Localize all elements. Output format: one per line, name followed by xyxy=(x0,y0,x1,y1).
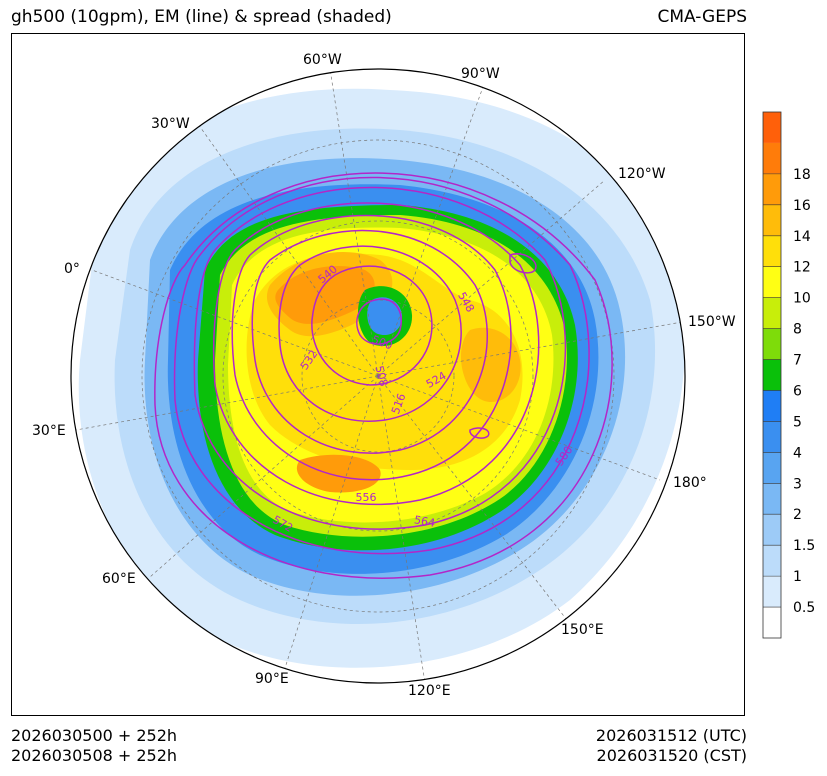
colorbar-label: 8 xyxy=(793,322,802,338)
colorbar-swatch xyxy=(763,359,781,391)
colorbar-label: 14 xyxy=(793,229,811,245)
contour-label: 508 xyxy=(372,364,390,388)
colorbar-label: 16 xyxy=(793,198,811,214)
colorbar-swatch xyxy=(763,514,781,546)
colorbar-swatch xyxy=(763,297,781,329)
colorbar-swatch xyxy=(763,112,781,143)
lon-label: 150°E xyxy=(561,622,604,638)
colorbar-label: 1.5 xyxy=(793,538,815,554)
colorbar-label: 0.5 xyxy=(793,600,815,616)
colorbar-label: 18 xyxy=(793,167,811,183)
lon-label: 90°E xyxy=(255,671,289,687)
contour-label: 556 xyxy=(356,491,377,504)
colorbar-swatch xyxy=(763,390,781,422)
colorbar-label: 3 xyxy=(793,476,802,492)
map-boundary xyxy=(70,68,686,684)
contour-label: 564 xyxy=(413,513,436,529)
valid-time-utc: 2026031512 (UTC) xyxy=(595,726,747,745)
spread-band-10 xyxy=(275,266,375,324)
lon-label: 0° xyxy=(64,261,80,277)
colorbar-label: 6 xyxy=(793,383,802,399)
colorbar-swatch xyxy=(763,328,781,360)
valid-time-cst: 2026031520 (CST) xyxy=(596,746,747,765)
colorbar-swatch xyxy=(763,235,781,267)
colorbar-swatch xyxy=(763,576,781,608)
spread-band-12 xyxy=(296,454,381,493)
lon-label: 120°W xyxy=(618,166,666,182)
colorbar-label: 1 xyxy=(793,569,802,585)
colorbar-swatch xyxy=(763,607,781,638)
spread-hole-arctic-inner xyxy=(367,297,403,336)
colorbar-label: 7 xyxy=(793,353,802,369)
colorbar-swatch xyxy=(763,142,781,174)
lon-label: 30°W xyxy=(151,116,190,132)
colorbar-frame xyxy=(762,111,782,639)
colorbar-label: 12 xyxy=(793,260,811,276)
colorbar-label: 2 xyxy=(793,507,802,523)
colorbar-swatch xyxy=(763,452,781,484)
lon-label: 30°E xyxy=(32,423,66,439)
colorbar-swatch xyxy=(763,421,781,453)
model-name: CMA-GEPS xyxy=(657,7,747,27)
colorbar-swatch xyxy=(763,173,781,205)
colorbar-swatch xyxy=(763,483,781,515)
colorbar-label: 5 xyxy=(793,414,802,430)
init-time-cst: 2026030508 + 252h xyxy=(11,746,178,765)
chart-title: gh500 (10gpm), EM (line) & spread (shade… xyxy=(11,7,392,27)
lon-label: 180° xyxy=(673,475,707,491)
colorbar-label: 4 xyxy=(793,445,802,461)
colorbar-swatch xyxy=(763,204,781,236)
colorbar-swatch xyxy=(763,266,781,298)
colorbar-swatch xyxy=(763,545,781,577)
spread-band-11 xyxy=(460,327,521,403)
lon-label: 60°E xyxy=(102,571,136,587)
init-time-utc: 2026030500 + 252h xyxy=(11,726,178,745)
lon-label: 120°E xyxy=(408,683,451,699)
colorbar-label: 10 xyxy=(793,291,811,307)
lon-label: 150°W xyxy=(688,314,736,330)
map-frame xyxy=(11,33,745,716)
lon-label: 60°W xyxy=(303,52,342,68)
lon-label: 90°W xyxy=(461,66,500,82)
